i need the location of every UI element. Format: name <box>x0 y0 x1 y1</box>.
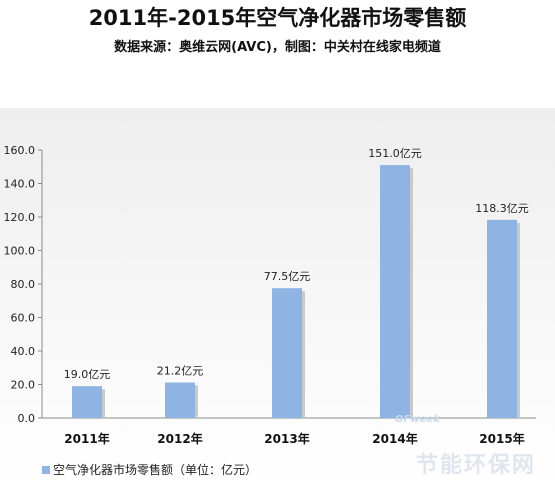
legend: 空气净化器市场零售额（单位：亿元） <box>42 461 257 478</box>
chart-subtitle: 数据来源：奥维云网(AVC)，制图：中关村在线家电频道 <box>114 40 441 55</box>
y-tick-label: 100.0 <box>4 245 36 258</box>
y-tick-label: 140.0 <box>4 178 36 191</box>
y-tick-label: 0.0 <box>18 412 36 425</box>
bar <box>380 165 410 418</box>
data-label: 118.3亿元 <box>475 202 529 215</box>
x-tick-label: 2011年 <box>64 431 109 446</box>
watermark-brand-logo: OFweek <box>395 414 440 425</box>
x-tick-label: 2014年 <box>372 431 417 446</box>
y-tick-label: 80.0 <box>11 278 36 291</box>
bar <box>165 382 195 418</box>
x-tick-label: 2012年 <box>157 431 202 446</box>
bar <box>272 288 302 418</box>
bar <box>72 386 102 418</box>
y-tick-label: 120.0 <box>4 211 36 224</box>
x-tick-label: 2013年 <box>264 431 309 446</box>
watermark-site-logo: 节能环保网 <box>416 453 537 478</box>
legend-label: 空气净化器市场零售额（单位：亿元） <box>53 463 258 477</box>
data-label: 21.2亿元 <box>157 364 204 377</box>
legend-swatch <box>42 465 50 474</box>
y-tick-label: 40.0 <box>11 345 36 358</box>
x-tick-label: 2015年 <box>479 431 524 446</box>
bar <box>487 219 517 418</box>
y-tick-label: 20.0 <box>11 379 36 392</box>
y-tick-label: 60.0 <box>11 312 36 325</box>
data-label: 77.5亿元 <box>264 270 311 283</box>
chart-title: 2011年-2015年空气净化器市场零售额 <box>88 6 467 30</box>
y-tick-label: 160.0 <box>4 144 36 157</box>
data-label: 19.0亿元 <box>64 368 111 381</box>
data-label: 151.0亿元 <box>368 147 422 160</box>
